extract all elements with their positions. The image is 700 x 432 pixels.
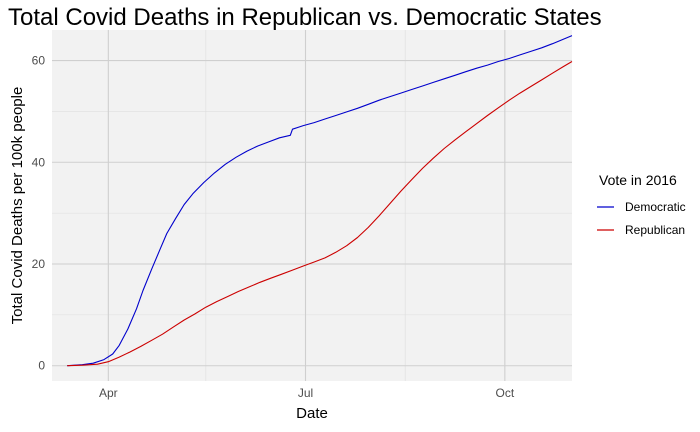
x-axis-tick-labels: Apr Jul Oct	[99, 386, 515, 400]
series-line-democratic	[67, 35, 573, 367]
y-tick-label: 40	[32, 155, 46, 169]
y-tick-label: 60	[32, 54, 46, 68]
plot-panel	[52, 30, 572, 381]
series-line-republican	[67, 61, 573, 367]
y-tick-label: 20	[32, 257, 46, 271]
legend-label-republican: Republican	[625, 223, 685, 237]
y-axis-title: Total Covid Deaths per 100k people	[9, 87, 26, 325]
legend-label-democratic: Democratic	[625, 200, 686, 214]
y-tick-label: 0	[38, 359, 45, 373]
major-gridlines	[52, 30, 572, 381]
x-tick-label: Apr	[99, 386, 118, 400]
chart-title: Total Covid Deaths in Republican vs. Dem…	[8, 4, 602, 31]
x-tick-label: Jul	[298, 386, 313, 400]
series-lines	[67, 35, 573, 367]
legend: Vote in 2016 Democratic Republican	[597, 172, 686, 237]
x-tick-label: Oct	[495, 386, 514, 400]
minor-gridlines	[52, 30, 572, 381]
legend-items: Democratic Republican	[597, 200, 686, 237]
legend-title: Vote in 2016	[599, 172, 677, 188]
x-axis-title: Date	[296, 405, 328, 422]
y-axis-tick-labels: 0 20 40 60	[32, 54, 46, 373]
